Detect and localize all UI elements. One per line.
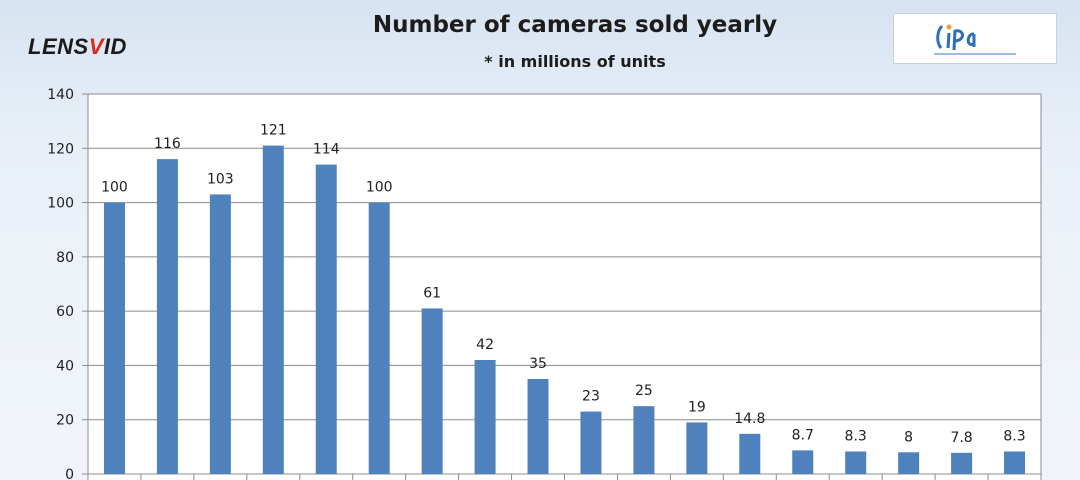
lensvid-logo: LENSVID	[28, 34, 127, 60]
bar	[633, 406, 655, 474]
data-label: 8.7	[792, 427, 814, 443]
logo-text-lens: LENS	[28, 34, 89, 59]
y-axis-ticks: 0 20 40 60 80 100 120 140	[47, 87, 88, 480]
cipa-logo-icon	[934, 24, 1016, 55]
bar	[262, 145, 284, 475]
data-label: 114	[313, 142, 340, 158]
bar	[368, 202, 390, 475]
bar	[209, 194, 231, 474]
bar	[580, 411, 602, 474]
bar	[315, 164, 337, 475]
y-tick-label: 20	[56, 413, 74, 429]
data-label: 19	[688, 399, 706, 415]
data-label: 8.3	[1003, 428, 1025, 444]
bar	[474, 360, 496, 474]
data-labels: 100 116 103 121 114 100 61 42 35 23 25 19 14.8 8.7 8.3…	[101, 123, 1026, 446]
bar	[739, 433, 761, 474]
bar	[951, 452, 973, 474]
plot-area	[87, 93, 1042, 480]
bar	[898, 452, 920, 474]
data-label: 14.8	[734, 411, 765, 427]
y-tick-label: 120	[47, 141, 74, 157]
bar	[103, 202, 125, 475]
y-tick-label: 60	[56, 304, 74, 320]
data-label: 61	[423, 285, 441, 301]
logo-text-v: V	[88, 34, 104, 59]
data-label: 103	[207, 171, 234, 187]
data-label: 8	[904, 429, 913, 445]
cipa-logo-box	[893, 13, 1057, 64]
y-tick-label: 0	[65, 467, 74, 480]
bar	[1004, 451, 1026, 474]
x-axis-ticks	[87, 474, 1042, 480]
y-tick-label: 80	[56, 250, 74, 266]
y-tick-label: 40	[56, 358, 74, 374]
chart-subtitle: * in millions of units	[484, 52, 666, 71]
data-label: 100	[101, 180, 128, 196]
bar	[845, 451, 867, 474]
bar	[156, 159, 178, 474]
data-label: 42	[476, 337, 494, 353]
chart-title: Number of cameras sold yearly	[372, 12, 778, 38]
y-tick-label: 100	[47, 196, 74, 212]
data-label: 116	[154, 136, 181, 152]
data-label: 35	[529, 356, 547, 372]
data-label: 121	[260, 123, 287, 139]
data-label: 8.3	[845, 428, 867, 444]
bar	[686, 422, 708, 474]
data-label: 25	[635, 383, 653, 399]
bar	[792, 450, 814, 474]
logo-text-id: ID	[103, 34, 127, 59]
bar	[421, 308, 443, 474]
bars	[103, 145, 1026, 475]
bar	[527, 379, 549, 474]
y-tick-label: 140	[47, 87, 74, 103]
data-label: 7.8	[950, 430, 972, 446]
data-label: 23	[582, 389, 600, 405]
data-label: 100	[366, 180, 393, 196]
